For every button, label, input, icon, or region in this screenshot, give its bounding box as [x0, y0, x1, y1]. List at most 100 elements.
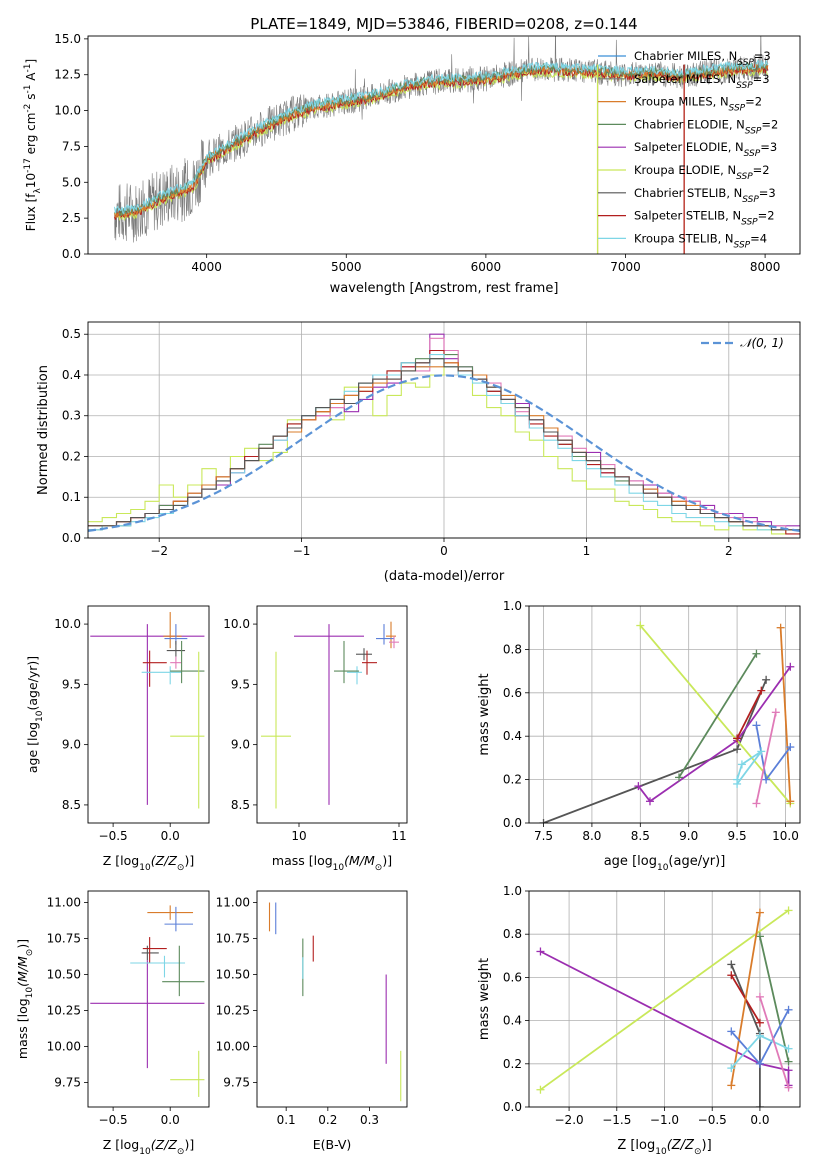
- weight-vs-Z-xlabel-part: Z [log: [617, 1138, 655, 1153]
- weight-vs-age-xlabel-part: (age/yr)]: [668, 854, 725, 869]
- weight_vs_age-ytick-label: 0.2: [503, 773, 522, 787]
- spectrum-ytick-label: 7.5: [62, 139, 81, 153]
- spectrum-ylabel-part: λ: [33, 188, 43, 194]
- mass_vs_Z-plot-area: [90, 905, 205, 1097]
- legend-entry-part: Salpeter STELIB, N: [634, 209, 741, 223]
- weight_vs_Z-ytick-label: 0.6: [503, 970, 522, 984]
- residuals-xtick-label: 2: [725, 544, 733, 558]
- mass-vs-Z-xlabel-part: )]: [184, 1137, 194, 1152]
- mass_vs_Z-ytick-label: 10.50: [47, 968, 81, 982]
- mass_vs_ebv-ytick-label: 10.75: [216, 932, 250, 946]
- weight_vs_age-series-line: [736, 690, 763, 739]
- weight_vs_Z-ytick-label: 0.4: [503, 1014, 522, 1028]
- spectrum-xtick-label: 8000: [750, 260, 781, 274]
- legend-entry-part: =3: [759, 186, 776, 200]
- spectrum-axes: 4000 5000 6000 7000 8000 0.0 2.5 5.0 7.5 10.0 12.5…: [54, 32, 780, 274]
- weight_vs_age-ytick-label: 0.4: [503, 729, 522, 743]
- spectrum-ytick-label: 10.0: [54, 104, 81, 118]
- spectrum-plot-area: [114, 36, 769, 254]
- spectrum-ytick-label: 0.0: [62, 247, 81, 261]
- mass_vs_ebv-xtick-label: 0.2: [318, 1113, 337, 1127]
- spectrum-ylabel-part: s: [24, 94, 38, 104]
- legend-entry: Kroupa MILES, NSSP=2: [634, 95, 762, 114]
- weight_vs_age-xtick-label: 9.5: [728, 829, 747, 843]
- weight_vs_Z-frame: [528, 890, 801, 1108]
- legend-entry-part: =2: [758, 209, 775, 223]
- mass_vs_ebv-ytick-label: 11.00: [216, 896, 250, 910]
- mass-vs-Z-xlabel-part: (Z/Z: [151, 1137, 178, 1152]
- mass-vs-Z-xlabel-part: ⊙: [177, 1147, 185, 1157]
- mass-vs-Z-xlabel-part: Z [log: [103, 1137, 139, 1152]
- weight_vs_Z-ytick-label: 0.0: [503, 1100, 522, 1114]
- spectrum-ylabel-part: erg cm: [24, 113, 38, 159]
- residual-hist-7: [88, 358, 800, 531]
- legend-entry: Salpeter STELIB, NSSP=2: [634, 209, 775, 228]
- legend-entry-part: =2: [745, 95, 762, 109]
- age-vs-Z-xlabel-part: (Z/Z: [151, 853, 178, 868]
- spectrum-ylabel-part: 10: [24, 173, 38, 188]
- age-vs-Z-xlabel-part: )]: [184, 853, 194, 868]
- age-vs-mass-xlabel-part: )]: [382, 853, 392, 868]
- residuals-ylabel: Normed distribution: [36, 365, 51, 495]
- age-vs-Z-ylabel-part: 10: [35, 710, 45, 722]
- residuals-xtick-label: 1: [583, 544, 591, 558]
- weight_vs_age-series-line: [779, 627, 792, 802]
- charts-group: 4000 5000 6000 7000 80000.02.55.07.510.012.5…: [15, 32, 801, 1157]
- residuals-ytick-label: 0.5: [62, 327, 81, 341]
- legend-entry-part: =3: [760, 140, 777, 154]
- weight_vs_Z-series-line: [539, 909, 790, 1091]
- legend-entry-part: Kroupa MILES, N: [634, 95, 729, 109]
- spectrum-ytick-label: 15.0: [54, 32, 81, 46]
- spectrum-ylabel-part: A: [24, 72, 38, 85]
- weight_vs_age-xtick-label: 10.0: [772, 829, 799, 843]
- age_vs_mass-plot-area: [261, 621, 399, 809]
- gaussian-legend-label: 𝒩(0, 1): [740, 336, 784, 350]
- age_vs_Z-frame: [87, 605, 210, 824]
- residuals-ytick-label: 0.2: [62, 449, 81, 463]
- spectrum-ylabel-part: -1: [23, 64, 33, 73]
- residuals-ytick-label: 0.1: [62, 490, 81, 504]
- weight_vs_age-xtick-label: 8.5: [631, 829, 650, 843]
- spectrum-model-kroupa_elodie: [114, 67, 769, 222]
- mass_vs_ebv-xtick-label: 0.3: [360, 1113, 379, 1127]
- age_vs_Z-plot-area: [90, 612, 205, 809]
- mass_vs_ebv-ytick-label: 10.25: [216, 1004, 250, 1018]
- spectrum-ylabel-part: ]: [24, 59, 38, 64]
- weight_vs_Z-xtick-label: −0.5: [698, 1113, 727, 1127]
- legend-entry-part: SSP: [741, 218, 758, 228]
- age-vs-mass-xlabel-part: 10: [333, 863, 345, 873]
- mass-vs-Z-xlabel: Z [log10(Z/Z⊙)]: [103, 1137, 194, 1157]
- age-vs-Z-xlabel-part: 10: [139, 863, 151, 873]
- legend-entry: Chabrier STELIB, NSSP=3: [634, 186, 776, 205]
- residuals-ytick-label: 0.4: [62, 368, 81, 382]
- legend-entry: Chabrier MILES, NSSP=3: [634, 49, 771, 68]
- weight-vs-age-xlabel-part: age [log: [604, 854, 657, 869]
- mass_vs_Z-ytick-label: 9.75: [54, 1076, 81, 1090]
- spectrum-ylabel-part: -2: [23, 104, 33, 113]
- legend-entry-part: SSP: [744, 149, 761, 159]
- residuals-ytick-label: 0.0: [62, 531, 81, 545]
- legend-entry: Salpeter ELODIE, NSSP=3: [634, 140, 777, 159]
- legend-entry-part: =2: [753, 163, 770, 177]
- spectrum-ylabel-part: -17: [23, 158, 33, 173]
- legend-entry-part: SSP: [742, 195, 759, 205]
- age_vs_Z-ytick-label: 10.0: [54, 617, 81, 631]
- weight-vs-Z-xlabel-part: (Z/Z: [667, 1138, 695, 1153]
- mass-vs-Z-ylabel-part: )]: [15, 939, 30, 949]
- age_vs_mass-ytick-label: 9.5: [231, 677, 250, 691]
- weight_vs_age-ytick-label: 0.0: [503, 816, 522, 830]
- age_vs_Z-xtick-label: −0.5: [99, 829, 128, 843]
- spectrum-xtick-label: 4000: [191, 260, 222, 274]
- weight_vs_Z-ytick-label: 0.2: [503, 1057, 522, 1071]
- spectrum-frame: [87, 35, 801, 255]
- age-vs-mass-xlabel: mass [log10(M/M⊙)]: [272, 853, 392, 873]
- weight_vs_Z-series-line: [759, 936, 790, 1062]
- mass_vs_ebv-ytick-label: 9.75: [223, 1076, 250, 1090]
- weight-vs-Z-xlabel-part: 10: [655, 1147, 667, 1157]
- weight_vs_Z-series-line: [540, 950, 790, 1086]
- mass_vs_Z-frame: [87, 890, 210, 1108]
- age-vs-Z-xlabel: Z [log10(Z/Z⊙)]: [103, 853, 194, 873]
- weight-vs-Z-xlabel-part: )]: [702, 1138, 712, 1153]
- age-vs-Z-xlabel-part: ⊙: [177, 863, 185, 873]
